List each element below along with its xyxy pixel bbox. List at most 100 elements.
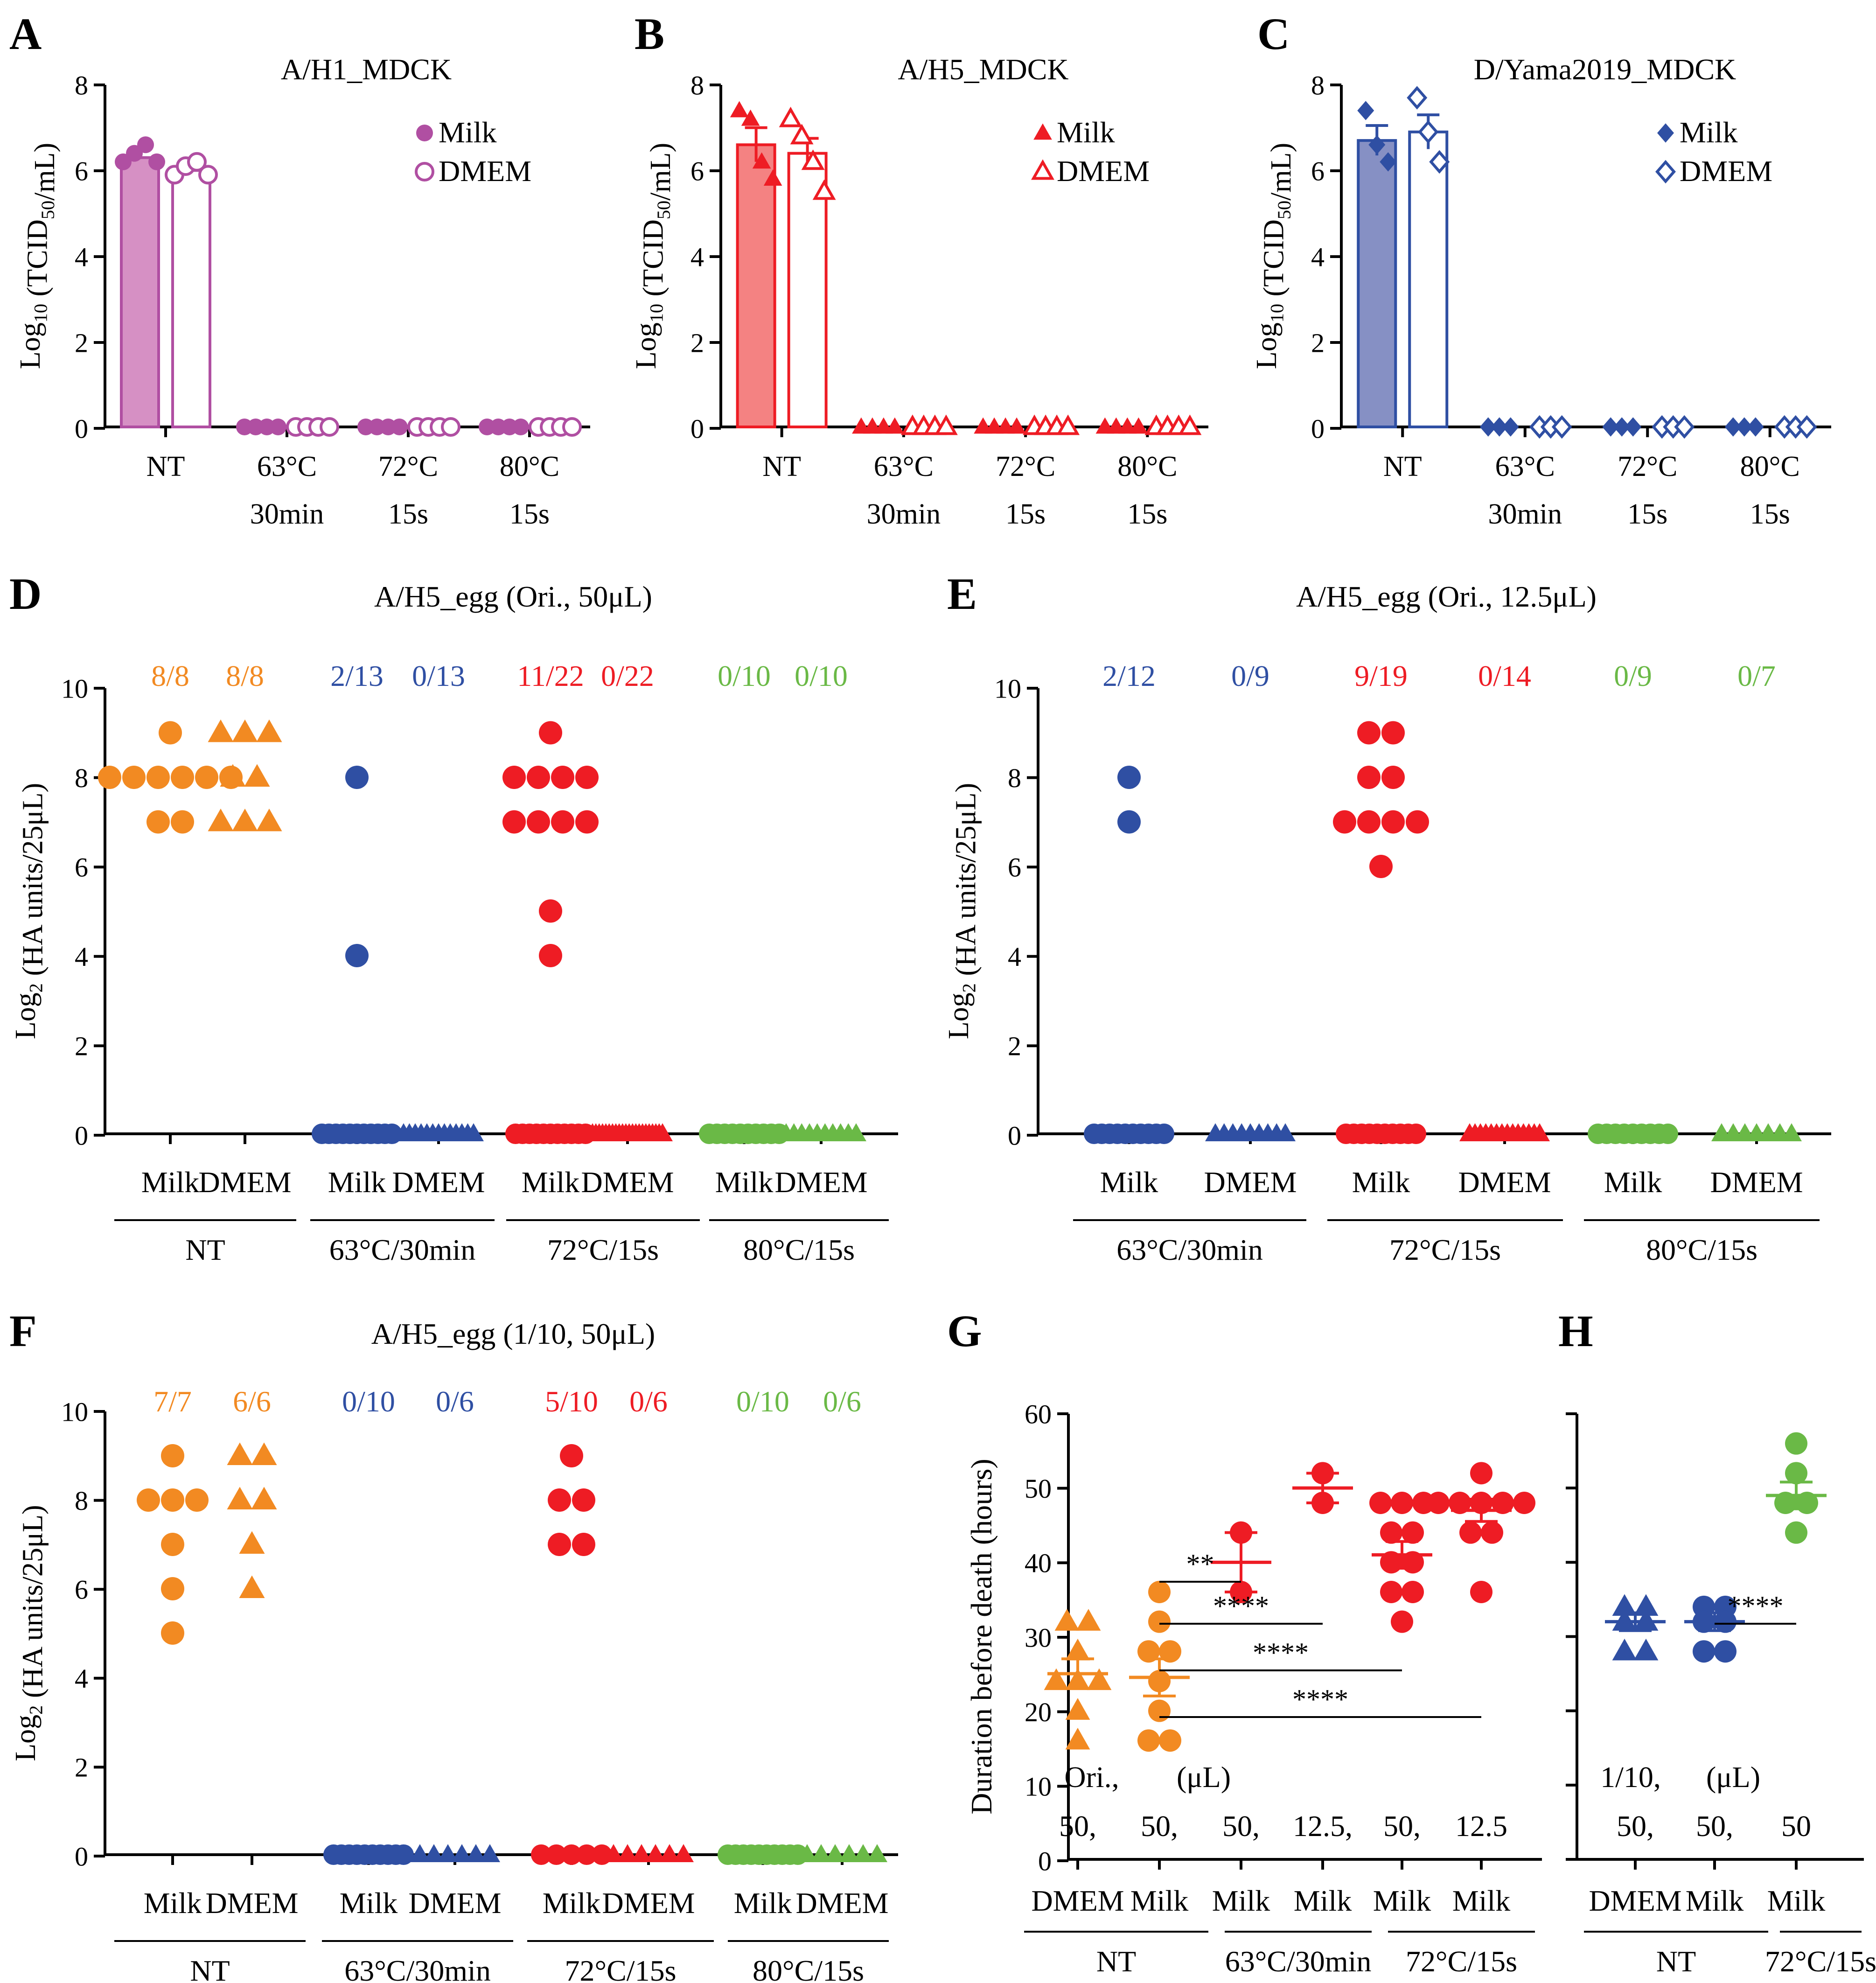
panel-c-data-point bbox=[1747, 417, 1764, 437]
panel-d-group-label: 72°C/15s bbox=[547, 1233, 659, 1266]
panel-f-ratio: 0/10 bbox=[342, 1385, 395, 1418]
panel-e-ratio: 0/9 bbox=[1614, 659, 1652, 692]
panel-c-x-label: 30min bbox=[1488, 498, 1562, 530]
panel-d-x-label: DMEM bbox=[774, 1166, 867, 1199]
panel-e-x-label: Milk bbox=[1100, 1166, 1158, 1199]
ylabel-part: Log bbox=[943, 992, 975, 1039]
panel-a-data-point bbox=[198, 165, 218, 185]
panel-d-zero-point bbox=[652, 1123, 673, 1141]
panel-f-data-point bbox=[137, 1488, 160, 1512]
panel-d-data-point bbox=[345, 944, 369, 967]
panel-letter-E: E bbox=[947, 569, 977, 619]
panel-b-title: A/H5_MDCK bbox=[898, 53, 1068, 86]
panel-g-x-label: Milk bbox=[1294, 1884, 1352, 1917]
panel-d-ratio: 8/8 bbox=[151, 659, 189, 692]
panel-c-bar bbox=[1357, 139, 1397, 428]
panel-h-data-point bbox=[1612, 1609, 1637, 1631]
panel-g-dose-header: (μL) bbox=[1177, 1760, 1231, 1794]
panel-c-data-point bbox=[1551, 415, 1572, 439]
panel-g-x-label: Milk bbox=[1130, 1884, 1188, 1917]
panel-a-ylabel: Log10 (TCID50/mL) bbox=[14, 143, 61, 369]
panel-letter-G: G bbox=[947, 1306, 982, 1356]
panel-f-zero-point bbox=[466, 1844, 486, 1862]
panel-c-data-point bbox=[1407, 86, 1428, 110]
panel-f-data-point bbox=[161, 1621, 184, 1645]
panel-e-y-tick-label: 10 bbox=[994, 673, 1021, 704]
panel-g-data-point bbox=[1054, 1609, 1080, 1631]
panel-f-x-label: DMEM bbox=[205, 1886, 298, 1920]
panel-c-x-label: NT bbox=[1383, 451, 1422, 482]
panel-h-data-point bbox=[1693, 1640, 1715, 1663]
panel-a-legend-label: Milk bbox=[439, 116, 496, 149]
panel-a-legend-label: DMEM bbox=[439, 154, 531, 188]
panel-c-legend-label: Milk bbox=[1680, 116, 1737, 149]
panel-d-data-point bbox=[551, 810, 574, 834]
panel-e-data-point bbox=[1117, 766, 1141, 789]
panel-f-y-tick-label: 4 bbox=[75, 1663, 88, 1694]
panel-d-x-label: DMEM bbox=[581, 1166, 674, 1199]
panel-e-zero-point bbox=[1781, 1123, 1802, 1141]
panel-c-data-point bbox=[1602, 417, 1619, 437]
panel-g-data-point bbox=[1470, 1581, 1492, 1603]
panel-b-y-tick-label: 4 bbox=[690, 242, 704, 272]
panel-h-data-point bbox=[1633, 1594, 1659, 1616]
ylabel-part: (TCID bbox=[638, 219, 670, 304]
panel-b-data-point bbox=[1129, 417, 1148, 434]
panel-e-x-label: Milk bbox=[1604, 1166, 1662, 1199]
panel-f-zero-point bbox=[393, 1844, 414, 1865]
panel-f-data-point bbox=[548, 1533, 571, 1556]
panel-a-data-point bbox=[441, 417, 460, 437]
panel-d-x-label: DMEM bbox=[392, 1166, 485, 1199]
panel-g-data-point bbox=[1044, 1668, 1069, 1690]
panel-a-title: A/H1_MDCK bbox=[281, 53, 452, 86]
panel-letter-C: C bbox=[1257, 9, 1290, 59]
panel-h-group-label: 72°C/15s bbox=[1765, 1945, 1876, 1978]
panel-g-data-point bbox=[1481, 1521, 1503, 1544]
panel-d-ratio: 0/10 bbox=[795, 659, 848, 692]
panel-f-zero-point bbox=[867, 1844, 887, 1862]
panel-a-data-point bbox=[187, 152, 207, 172]
panel-g-data-point bbox=[1087, 1668, 1112, 1690]
panel-f-y-tick-label: 10 bbox=[61, 1396, 88, 1427]
panel-f-data-point bbox=[161, 1577, 184, 1600]
ylabel-part: 2 bbox=[26, 1705, 47, 1715]
panel-d-data-point bbox=[146, 766, 170, 789]
panel-f-zero-point bbox=[561, 1844, 582, 1865]
panel-d-data-point bbox=[551, 766, 574, 789]
panel-e-ratio: 0/9 bbox=[1231, 659, 1269, 692]
panel-a-legend-marker-milk bbox=[416, 125, 433, 141]
panel-e-x-label: DMEM bbox=[1710, 1166, 1803, 1199]
panel-f-zero-point bbox=[603, 1844, 624, 1862]
panel-d-data-point bbox=[256, 809, 282, 831]
panel-g-dose-label: 12.5 bbox=[1455, 1809, 1507, 1843]
panel-h-sig-label: **** bbox=[1728, 1591, 1784, 1621]
panel-f-ratio: 5/10 bbox=[545, 1385, 598, 1418]
ylabel-part: (HA units/25μL) bbox=[17, 1505, 49, 1705]
panel-g-y-tick-label: 40 bbox=[1025, 1548, 1052, 1578]
panel-b-y-tick-label: 0 bbox=[690, 413, 704, 444]
panel-b-x-label: 15s bbox=[1005, 498, 1046, 530]
panel-g-data-point bbox=[1402, 1581, 1424, 1603]
panel-h-data-point bbox=[1714, 1640, 1737, 1663]
panel-a-x-label: NT bbox=[146, 451, 185, 482]
panel-e-data-point bbox=[1406, 810, 1429, 834]
panel-g-y-tick-label: 20 bbox=[1025, 1697, 1052, 1727]
panel-c-data-point bbox=[1613, 417, 1631, 437]
panel-e-x-label: DMEM bbox=[1204, 1166, 1297, 1199]
panel-d-data-point bbox=[232, 809, 258, 831]
panel-f-ratio: 0/6 bbox=[436, 1385, 474, 1418]
panel-b-x-label: 72°C bbox=[996, 451, 1055, 482]
panel-c-x-label: 15s bbox=[1627, 498, 1667, 530]
panel-g-sig-label: ** bbox=[1186, 1549, 1214, 1579]
panel-a-x-label: 63°C bbox=[257, 451, 317, 482]
panel-f-data-point bbox=[239, 1531, 265, 1554]
ylabel-part: Log bbox=[630, 322, 662, 369]
panel-g-data-point bbox=[1459, 1521, 1482, 1544]
panel-g-data-point bbox=[1492, 1492, 1514, 1514]
panel-d-data-point bbox=[575, 766, 599, 789]
panel-d-group-label: 80°C/15s bbox=[743, 1233, 855, 1266]
panel-e-y-tick-label: 6 bbox=[1008, 852, 1021, 883]
panel-d-data-point bbox=[539, 944, 562, 967]
panel-b-data-point bbox=[741, 109, 760, 126]
